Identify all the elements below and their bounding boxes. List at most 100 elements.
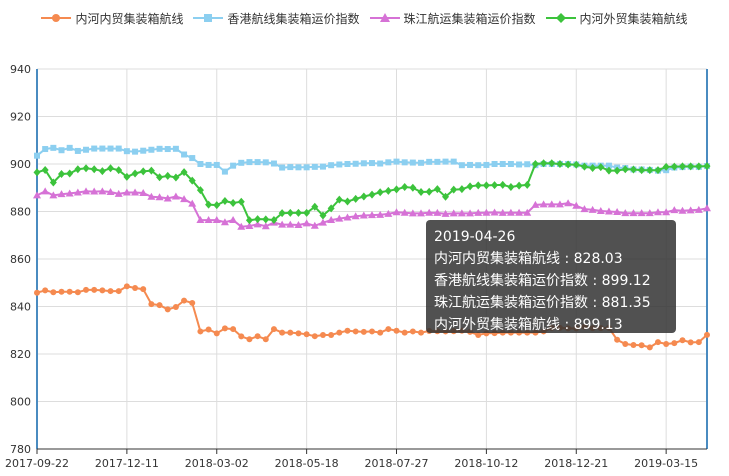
data-point — [377, 329, 384, 336]
legend-item-inner-foreign[interactable]: 内河外贸集装箱航线 — [545, 6, 688, 30]
data-point — [555, 200, 564, 208]
triangle-line-icon — [369, 13, 400, 22]
data-point — [302, 219, 311, 227]
data-point — [91, 145, 98, 152]
data-point — [467, 161, 474, 168]
data-point — [33, 168, 41, 177]
data-point — [409, 183, 417, 192]
y-tick-label: 860 — [10, 253, 31, 266]
data-point — [122, 188, 131, 196]
data-point — [408, 209, 417, 217]
data-point — [278, 209, 286, 218]
data-point — [164, 306, 171, 313]
legend-item-inner-domestic[interactable]: 内河内贸集装箱航线 — [41, 6, 183, 30]
data-point — [547, 200, 556, 208]
data-point — [221, 197, 229, 206]
data-point — [270, 216, 278, 225]
data-point — [172, 145, 179, 152]
legend-label: 珠江航运集装箱运价指数 — [403, 11, 536, 26]
data-point — [279, 164, 286, 171]
data-point — [107, 145, 114, 152]
data-point — [131, 169, 139, 178]
data-point — [524, 161, 531, 168]
data-point — [630, 341, 637, 348]
data-point — [564, 199, 573, 207]
data-point — [482, 208, 491, 216]
data-point — [491, 181, 499, 190]
data-point — [213, 161, 220, 168]
data-point — [82, 187, 91, 195]
data-point — [540, 159, 548, 168]
data-point — [434, 158, 441, 165]
y-tick-label: 900 — [10, 158, 31, 171]
data-point — [629, 165, 637, 174]
data-point — [369, 160, 375, 167]
x-tick-label: 2018-03-02 — [185, 457, 249, 470]
data-point — [368, 190, 376, 199]
tooltip-row: 珠江航运集装箱运价指数 : 881.35 — [434, 295, 651, 311]
data-point — [262, 336, 269, 343]
data-point — [303, 164, 310, 171]
data-point — [352, 160, 359, 167]
data-point — [262, 159, 269, 166]
tooltip-row: 内河外贸集装箱航线 : 899.13 — [434, 317, 623, 333]
data-point — [189, 299, 196, 306]
data-point — [613, 207, 622, 215]
data-point — [343, 197, 351, 206]
diamond-line-icon — [545, 13, 576, 23]
data-point — [196, 216, 205, 224]
data-point — [670, 162, 678, 171]
data-point — [539, 200, 548, 208]
data-point — [327, 216, 336, 224]
data-point — [369, 328, 375, 335]
data-point — [107, 288, 114, 295]
data-point — [548, 159, 556, 168]
data-point — [220, 218, 229, 226]
data-point — [319, 332, 326, 338]
data-point — [556, 160, 564, 168]
data-point — [409, 328, 416, 335]
data-point — [238, 333, 245, 340]
data-point — [687, 162, 695, 171]
data-point — [433, 208, 442, 216]
data-point — [343, 213, 352, 221]
data-point — [66, 288, 73, 295]
data-point — [41, 187, 50, 195]
data-point — [294, 208, 302, 217]
data-point — [393, 185, 401, 194]
data-point — [458, 185, 466, 194]
data-point — [409, 159, 416, 166]
data-point — [261, 222, 270, 230]
data-point — [295, 164, 302, 171]
data-point — [703, 162, 711, 171]
data-point — [663, 341, 670, 348]
data-point — [41, 165, 49, 174]
legend-item-pearl-river[interactable]: 珠江航运集装箱运价指数 — [369, 6, 536, 30]
data-point — [621, 209, 630, 217]
tooltip-row: 香港航线集装箱运价指数 : 899.12 — [434, 273, 651, 289]
data-point — [270, 160, 277, 167]
data-point — [164, 146, 171, 153]
data-point — [205, 200, 213, 209]
data-point — [344, 161, 351, 167]
data-point — [156, 145, 163, 152]
data-point — [50, 144, 57, 151]
data-point — [230, 162, 237, 169]
x-tick-label: 2018-10-12 — [454, 457, 518, 470]
legend-item-hongkong[interactable]: 香港航线集装箱运价指数 — [193, 6, 360, 30]
data-point — [359, 211, 368, 219]
data-point — [401, 183, 409, 192]
data-point — [637, 209, 646, 217]
data-point — [653, 208, 662, 216]
data-point — [564, 160, 572, 169]
data-point — [114, 189, 123, 197]
y-tick-label: 840 — [10, 301, 31, 314]
data-point — [90, 165, 98, 174]
data-point — [646, 166, 654, 175]
data-point — [450, 158, 457, 165]
data-point — [475, 332, 482, 338]
data-point — [34, 152, 40, 159]
data-point — [499, 180, 507, 189]
data-point — [318, 218, 327, 226]
data-point — [147, 166, 155, 175]
